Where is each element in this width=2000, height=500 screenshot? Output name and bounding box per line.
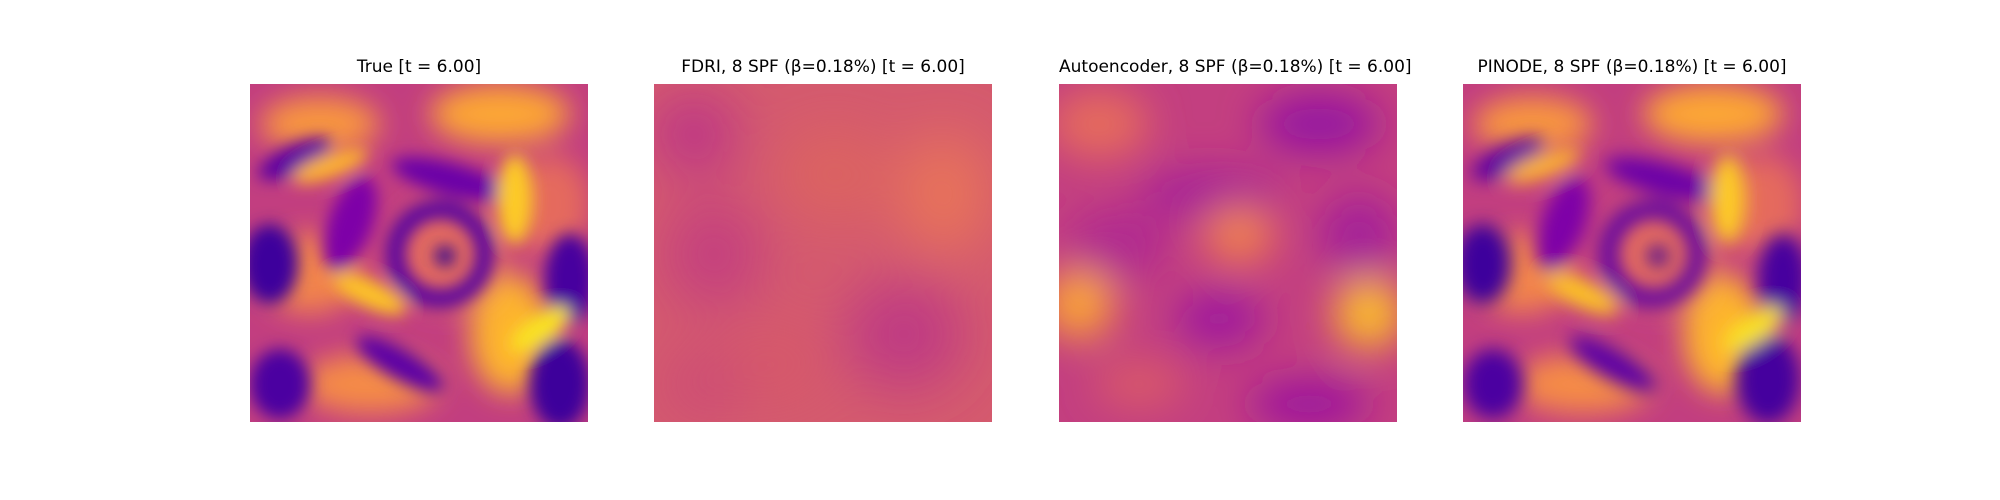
field-image-fdri: [654, 84, 992, 422]
panel-pinode: PINODE, 8 SPF (β=0.18%) [t = 6.00]: [1463, 0, 1801, 500]
panel-fdri: FDRI, 8 SPF (β=0.18%) [t = 6.00]: [654, 0, 992, 500]
panel-title-fdri: FDRI, 8 SPF (β=0.18%) [t = 6.00]: [681, 57, 965, 77]
panel-title-true: True [t = 6.00]: [356, 57, 482, 77]
panel-title-pinode: PINODE, 8 SPF (β=0.18%) [t = 6.00]: [1477, 57, 1787, 77]
field-image-pinode: [1463, 84, 1801, 422]
panel-true: True [t = 6.00]: [250, 0, 588, 500]
panel-autoencoder: Autoencoder, 8 SPF (β=0.18%) [t = 6.00]: [1059, 0, 1412, 500]
field-image-autoencoder: [1059, 84, 1397, 422]
panel-title-autoencoder: Autoencoder, 8 SPF (β=0.18%) [t = 6.00]: [1059, 57, 1412, 77]
field-image-true: [250, 84, 588, 422]
